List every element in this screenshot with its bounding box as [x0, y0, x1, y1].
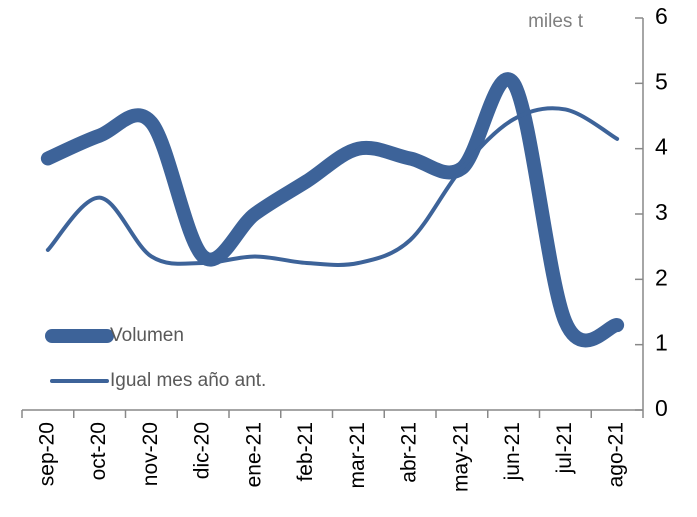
x-tick-label: abr-21	[398, 422, 421, 483]
x-tick-label: jun-21	[501, 422, 524, 481]
y-tick-label: 3	[655, 199, 668, 225]
series-line	[40, 72, 625, 348]
unit-label: miles t	[528, 11, 584, 32]
y-tick-label: 2	[655, 264, 668, 290]
y-tick-label: 4	[655, 134, 668, 160]
x-tick-label: nov-20	[139, 422, 162, 486]
series-line	[45, 106, 620, 267]
x-tick-label: feb-21	[294, 422, 317, 482]
x-tick-label: may-21	[449, 422, 472, 492]
x-tick-label: ene-21	[242, 422, 265, 487]
x-tick-label: jul-21	[553, 422, 576, 474]
legend-label: Igual mes año ant.	[110, 370, 266, 391]
x-tick-label: mar-21	[346, 422, 369, 489]
x-tick-label: sep-20	[35, 422, 58, 486]
y-tick-label: 6	[655, 3, 668, 29]
y-tick-label: 5	[655, 68, 668, 94]
x-tick-label: ago-21	[605, 422, 628, 487]
x-tick-label: dic-20	[191, 422, 214, 479]
legend-label: Volumen	[110, 325, 184, 346]
y-tick-label: 0	[655, 395, 668, 421]
x-tick-label: oct-20	[87, 422, 110, 480]
y-tick-label: 1	[655, 330, 668, 356]
